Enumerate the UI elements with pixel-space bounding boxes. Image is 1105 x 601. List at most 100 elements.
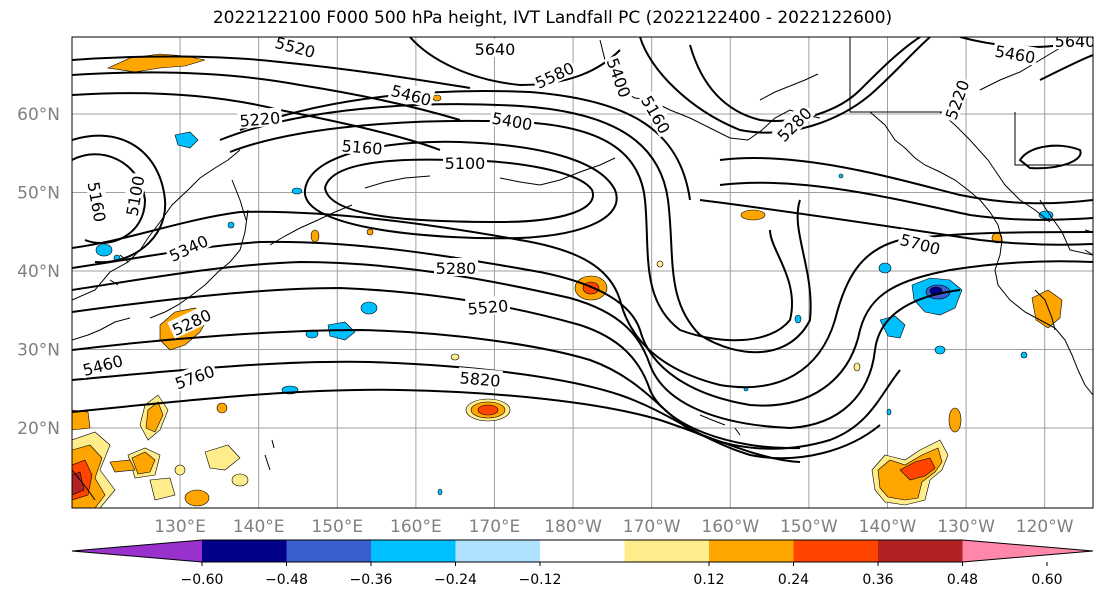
colorbar-extend-high <box>962 540 1093 562</box>
ivt-shading-patch <box>437 488 443 496</box>
colorbar-tick-label: 0.24 <box>778 572 809 588</box>
ivt-shading-patch <box>1031 289 1063 329</box>
coastline <box>149 209 249 319</box>
ivt-shading-patch <box>360 301 378 315</box>
height-contour <box>72 55 471 89</box>
contour-label: 5820 <box>459 368 501 390</box>
ivt-shading-patch <box>204 444 241 471</box>
contour-label-group: 5100 <box>443 153 487 173</box>
ivt-shading-patch <box>878 262 892 274</box>
contour-label-bg <box>434 258 478 276</box>
contour-label-bg <box>387 79 436 109</box>
colorbar-tick-label: −0.60 <box>181 572 224 588</box>
contour-label-group: 5700 <box>896 228 945 259</box>
height-contour <box>303 140 618 240</box>
contour-label-bg <box>473 39 517 57</box>
colorbar-segment <box>540 540 625 562</box>
ivt-shading-patch <box>934 345 946 355</box>
ivt-shading-patch <box>794 314 802 324</box>
lon-tick-label: 120°W <box>1016 517 1074 537</box>
coastline <box>939 111 1051 223</box>
contour-label-bg <box>164 229 212 265</box>
coastline <box>1014 112 1093 166</box>
colorbar-tick-label: 0.36 <box>862 572 893 588</box>
ivt-shading-patch <box>366 228 374 236</box>
contour-label: 5100 <box>445 154 486 173</box>
contour-label-bg <box>78 349 127 379</box>
coastline <box>269 204 353 246</box>
lon-tick-label: 170°E <box>469 517 521 537</box>
lat-tick-label: 50°N <box>17 184 60 204</box>
contour-label-group: 5220 <box>237 107 283 131</box>
map-frame <box>71 36 1094 509</box>
coastline <box>759 73 819 101</box>
coastline <box>264 439 275 471</box>
ivt-shading-patch <box>227 221 235 229</box>
coastlines <box>72 37 1093 501</box>
contour-label-group: 5640 <box>473 39 517 59</box>
ivt-shading-patch <box>656 260 664 268</box>
coastline <box>499 157 616 186</box>
height-contour <box>699 199 1093 246</box>
lon-tick-label: 130°W <box>937 517 995 537</box>
ivt-shading-patch <box>310 229 320 243</box>
ivt-shading-patch <box>899 457 936 481</box>
colorbar-tick-label: −0.24 <box>434 572 477 588</box>
lat-tick-label: 20°N <box>17 419 60 439</box>
contour-label: 5640 <box>1055 32 1096 51</box>
height-contour <box>72 153 147 245</box>
ivt-shading-patch <box>174 131 199 149</box>
colorbar-segment <box>286 540 372 562</box>
coastline <box>364 175 431 189</box>
contour-label-group: 5400 <box>489 107 536 134</box>
contour-label-bg <box>443 153 487 171</box>
colorbar: −0.60 −0.48 −0.36 −0.24 −0.12 0.12 0.24 0.36 0.4… <box>71 539 1094 588</box>
ivt-shading-patch <box>216 402 228 414</box>
lon-tick-label: 170°W <box>623 517 681 537</box>
ivt-shading-patch <box>886 408 892 416</box>
ivt-shading-patch <box>231 473 249 487</box>
contour-label-group: 5160 <box>339 135 385 159</box>
lat-tick-label: 30°N <box>17 341 60 361</box>
height-contour <box>72 134 167 264</box>
colorbar-tick-label: −0.12 <box>519 572 562 588</box>
colorbar-tick-label: 0.12 <box>693 572 724 588</box>
ivt-shading-patch <box>72 409 91 431</box>
contour-label-bg <box>992 40 1039 66</box>
contour-label-bg <box>603 53 636 102</box>
ivt-shading-patch <box>838 173 844 179</box>
contour-label-bg <box>339 135 385 157</box>
contour-label-group: 5280 <box>434 258 478 278</box>
contour-label: 5280 <box>436 259 477 278</box>
coastline <box>849 37 950 113</box>
height-contour <box>72 240 1093 407</box>
height-contour <box>719 181 1093 221</box>
ivt-shading-patch <box>174 464 186 476</box>
contour-label-bg <box>465 295 511 317</box>
lat-tick-label: 60°N <box>17 105 60 125</box>
contour-label-group: 5640 <box>1053 32 1096 51</box>
height-contour <box>72 388 801 463</box>
coastline <box>72 149 241 301</box>
contour-label-bg <box>121 172 147 219</box>
ivt-shading-patch <box>450 353 460 361</box>
colorbar-segment <box>878 540 963 562</box>
contour-label-bg <box>637 90 676 138</box>
height-contour <box>229 119 793 342</box>
coastline <box>1034 289 1056 331</box>
ivt-shading-patch <box>432 94 442 102</box>
lon-tick-label: 150°W <box>780 517 838 537</box>
height-contour <box>409 37 621 87</box>
height-contour <box>72 71 461 121</box>
contour-label-bg <box>170 360 219 393</box>
lon-tick-label: 140°W <box>859 517 917 537</box>
colorbar-tick-label: 0.60 <box>1031 572 1062 588</box>
chart-title: 2022122100 F000 500 hPa height, IVT Land… <box>212 8 893 28</box>
lon-tick-label: 180°W <box>544 517 602 537</box>
contour-label-bg <box>237 107 283 129</box>
longitude-labels: 130°E 140°E 150°E 160°E 170°E 180°W 170°W 160°W… <box>154 517 1074 537</box>
colorbar-tick-label: 0.48 <box>947 572 978 588</box>
ivt-shading-patch <box>291 187 303 195</box>
lon-tick-label: 160°E <box>390 517 442 537</box>
ivt-shading-patch <box>1020 351 1028 359</box>
